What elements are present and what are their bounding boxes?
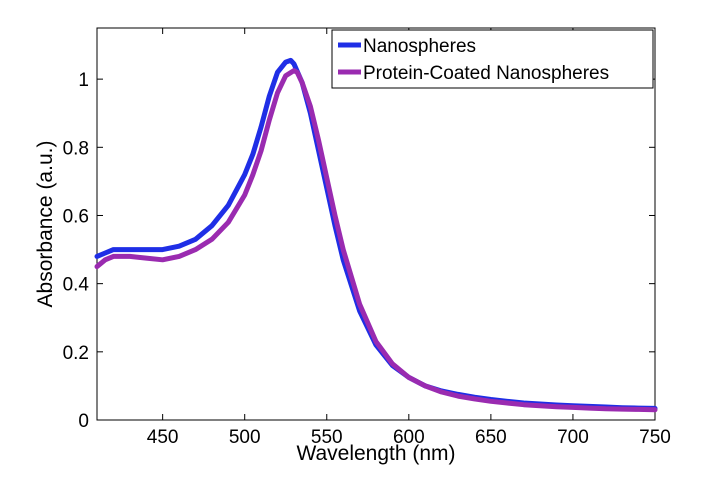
legend-label-protein-coated-nanospheres: Protein-Coated Nanospheres xyxy=(363,63,609,84)
x-tick-label: 700 xyxy=(557,427,589,448)
x-tick-label: 600 xyxy=(393,427,425,448)
legend-label-nanospheres: Nanospheres xyxy=(363,36,476,57)
y-tick-label: 0.6 xyxy=(63,206,89,227)
y-tick-label: 0 xyxy=(78,411,89,432)
x-tick-label: 650 xyxy=(475,427,507,448)
plot-area xyxy=(96,27,656,421)
y-tick-label: 0.4 xyxy=(63,275,90,296)
y-tick-label: 1 xyxy=(78,70,89,91)
x-tick-label: 550 xyxy=(311,427,343,448)
series-layer xyxy=(94,57,658,413)
x-tick-label: 750 xyxy=(639,427,671,448)
y-tick-label: 0.2 xyxy=(63,343,89,364)
x-tick-label: 450 xyxy=(147,427,179,448)
series-line-protein-coated-nanospheres xyxy=(94,68,658,413)
y-axis-label: Absorbance (a.u.) xyxy=(34,141,57,308)
y-axis-ticks: 0 0.2 0.4 0.6 0.8 1 xyxy=(63,70,655,432)
y-tick-label: 0.8 xyxy=(63,138,89,159)
legend-box xyxy=(331,29,654,89)
legend: Nanospheres Protein-Coated Nanospheres xyxy=(331,29,654,89)
x-tick-label: 500 xyxy=(229,427,261,448)
x-axis-label: Wavelength (nm) xyxy=(296,442,455,465)
